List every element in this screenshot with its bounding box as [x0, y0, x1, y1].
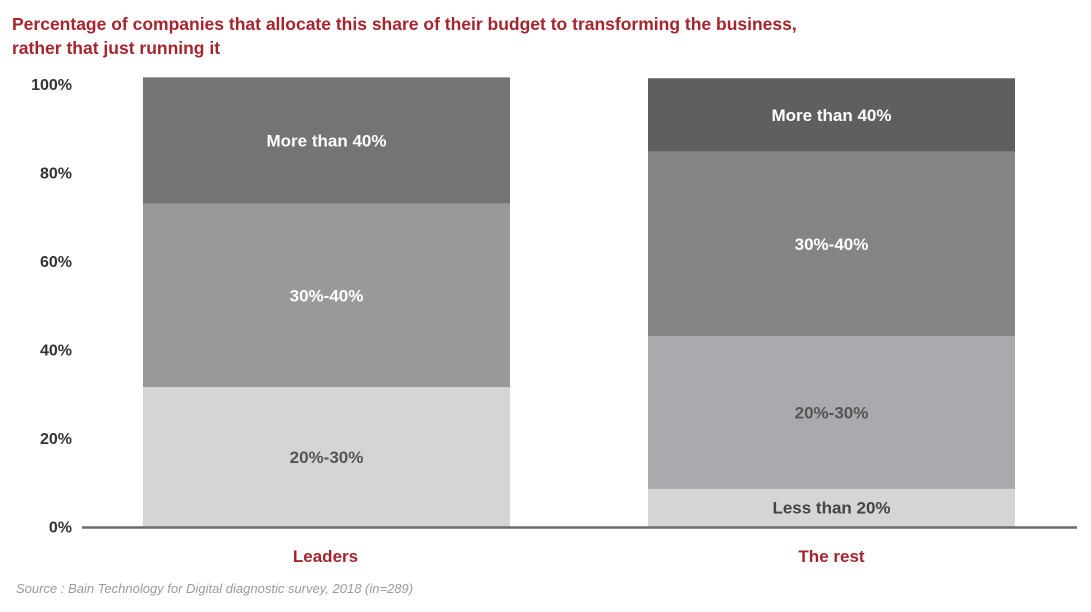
y-tick-label: 100% [31, 77, 72, 94]
bar-segment [648, 488, 1015, 527]
y-tick-label: 0% [49, 520, 72, 537]
y-tick-label: 40% [40, 343, 72, 360]
y-tick-label: 20% [40, 431, 72, 448]
segment-label: 20%-30% [795, 404, 869, 423]
segment-label: 30%-40% [795, 235, 869, 254]
bar-segment [648, 336, 1015, 489]
bar-segment [648, 78, 1015, 152]
bar-segment [648, 151, 1015, 337]
bar-segment [143, 77, 510, 204]
category-label: The rest [798, 547, 864, 566]
bar-segment [143, 203, 510, 388]
chart-title: Percentage of companies that allocate th… [12, 12, 912, 60]
source-note: Source : Bain Technology for Digital dia… [16, 581, 414, 596]
y-tick-label: 60% [40, 254, 72, 271]
segment-label: More than 40% [267, 131, 387, 150]
category-label: Leaders [293, 547, 358, 566]
segment-label: 20%-30% [290, 448, 364, 467]
chart-title-line-1: Percentage of companies that allocate th… [12, 14, 797, 34]
y-tick-label: 80% [40, 166, 72, 183]
chart-title-line-2: rather that just running it [12, 38, 221, 58]
bar-segment [143, 387, 510, 527]
segment-label: 30%-40% [290, 286, 364, 305]
segment-label: More than 40% [772, 106, 892, 125]
segment-label: Less than 20% [772, 499, 890, 518]
